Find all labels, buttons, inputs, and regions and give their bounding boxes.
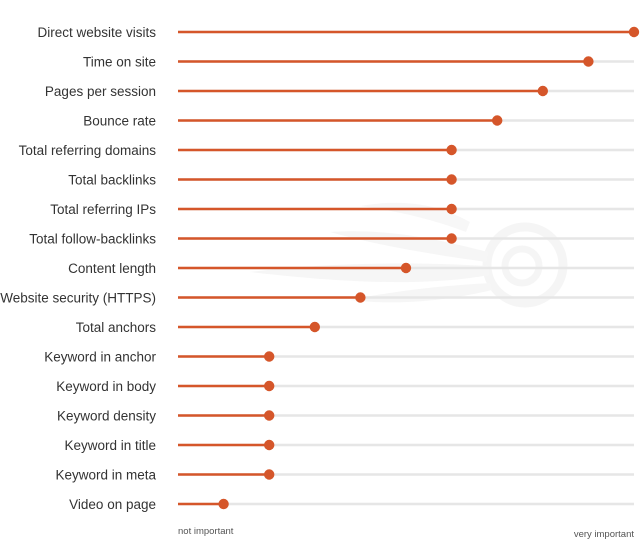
value-dot (264, 469, 275, 480)
category-label: Keyword in anchor (44, 350, 156, 365)
value-dot (446, 203, 457, 215)
value-dot (264, 351, 275, 362)
value-dot (492, 115, 503, 126)
axis-min-label: not important (178, 526, 234, 537)
category-label: Total follow-backlinks (29, 232, 156, 247)
category-label: Pages per session (45, 84, 156, 99)
value-dot (583, 56, 594, 67)
category-label: Total referring IPs (50, 202, 156, 217)
category-label: Time on site (83, 55, 156, 70)
value-dot (264, 439, 275, 451)
category-label: Bounce rate (83, 114, 156, 129)
category-label: Keyword density (57, 409, 156, 424)
category-label: Keyword in meta (55, 468, 156, 483)
category-label: Direct website visits (37, 25, 156, 40)
value-dot (218, 498, 229, 510)
category-label: Keyword in body (56, 379, 156, 394)
mark-layer (178, 26, 640, 510)
value-dot (446, 174, 457, 185)
watermark-logo (250, 202, 568, 308)
category-label: Website security (HTTPS) (0, 291, 156, 306)
value-dot (446, 233, 457, 244)
value-dot (537, 85, 548, 97)
value-dot (400, 262, 412, 274)
category-label: Total referring domains (19, 143, 157, 158)
value-dot (628, 26, 640, 38)
category-label: Keyword in title (64, 438, 156, 453)
category-label: Total anchors (76, 320, 157, 335)
category-label: Content length (68, 261, 156, 276)
axis-max-label: very important (574, 529, 635, 540)
value-dot (309, 321, 320, 333)
category-label: Video on page (69, 497, 156, 512)
value-dot (446, 144, 457, 156)
value-dot (264, 410, 275, 421)
category-label: Total backlinks (68, 173, 156, 188)
value-dot (355, 292, 366, 303)
category-label-layer: Direct website visits Time on site Pages p… (0, 25, 156, 512)
value-dot (264, 380, 275, 392)
